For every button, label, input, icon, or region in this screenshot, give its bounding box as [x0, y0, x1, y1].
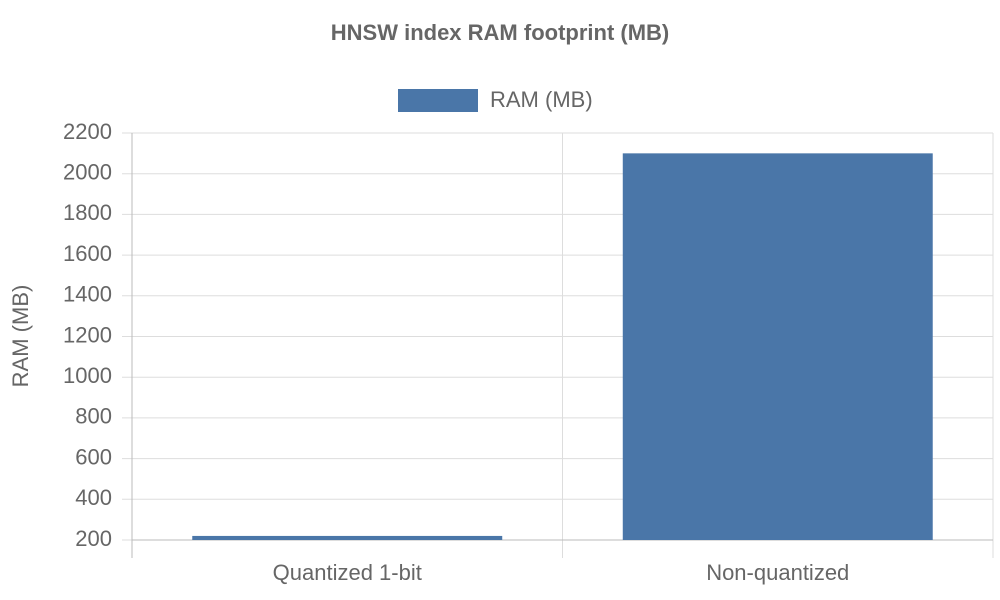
y-tick-label: 1600	[63, 241, 112, 266]
y-tick-label: 1000	[63, 363, 112, 388]
bar	[622, 153, 933, 540]
legend-swatch	[398, 89, 478, 112]
y-tick-label: 2000	[63, 160, 112, 185]
legend-label: RAM (MB)	[490, 87, 593, 112]
y-tick-label: 1200	[63, 322, 112, 347]
y-axis-label: RAM (MB)	[8, 285, 33, 388]
chart-title: HNSW index RAM footprint (MB)	[331, 20, 670, 45]
x-tick-label: Quantized 1-bit	[273, 560, 422, 585]
y-tick-label: 800	[75, 404, 112, 429]
y-tick-label: 1800	[63, 200, 112, 225]
bar	[192, 535, 503, 540]
x-tick-label: Non-quantized	[706, 560, 849, 585]
y-tick-label: 400	[75, 485, 112, 510]
y-tick-label: 200	[75, 526, 112, 551]
y-tick-label: 600	[75, 444, 112, 469]
y-tick-label: 2200	[63, 119, 112, 144]
y-tick-label: 1400	[63, 282, 112, 307]
